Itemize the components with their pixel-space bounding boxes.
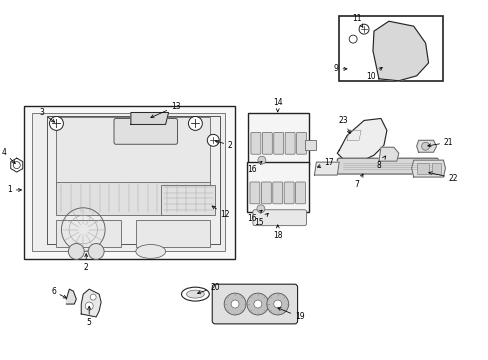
FancyBboxPatch shape bbox=[114, 118, 177, 144]
FancyBboxPatch shape bbox=[272, 182, 282, 204]
Circle shape bbox=[188, 117, 202, 130]
Text: 6: 6 bbox=[51, 287, 66, 298]
Circle shape bbox=[421, 142, 428, 150]
FancyBboxPatch shape bbox=[284, 182, 293, 204]
Text: 8: 8 bbox=[376, 156, 385, 170]
Bar bbox=[136, 220, 210, 247]
Text: 22: 22 bbox=[428, 172, 457, 183]
Text: 15: 15 bbox=[254, 213, 268, 227]
Text: 13: 13 bbox=[150, 102, 180, 118]
FancyBboxPatch shape bbox=[337, 158, 438, 174]
Text: 3: 3 bbox=[39, 108, 55, 122]
Polygon shape bbox=[81, 289, 101, 317]
Bar bbox=[56, 117, 210, 185]
Bar bbox=[56, 182, 210, 215]
Circle shape bbox=[358, 24, 368, 34]
FancyBboxPatch shape bbox=[296, 132, 306, 154]
Bar bbox=[304, 140, 316, 150]
Polygon shape bbox=[378, 147, 398, 161]
Polygon shape bbox=[416, 140, 436, 152]
Polygon shape bbox=[314, 162, 339, 175]
Text: 21: 21 bbox=[427, 138, 452, 147]
Bar bbox=[416, 163, 427, 174]
Text: 18: 18 bbox=[272, 225, 282, 240]
Circle shape bbox=[253, 300, 262, 308]
Bar bbox=[32, 113, 224, 251]
Bar bbox=[24, 105, 235, 260]
Text: 9: 9 bbox=[333, 64, 346, 73]
FancyBboxPatch shape bbox=[285, 132, 294, 154]
Circle shape bbox=[273, 300, 281, 308]
Bar bbox=[431, 163, 441, 174]
Circle shape bbox=[348, 35, 356, 43]
FancyBboxPatch shape bbox=[262, 132, 272, 154]
Polygon shape bbox=[66, 289, 76, 304]
Circle shape bbox=[207, 134, 219, 146]
Polygon shape bbox=[337, 118, 386, 162]
FancyBboxPatch shape bbox=[249, 182, 259, 204]
Text: 4: 4 bbox=[1, 148, 15, 163]
Circle shape bbox=[90, 294, 96, 300]
Circle shape bbox=[49, 117, 63, 130]
Text: 16: 16 bbox=[246, 210, 262, 223]
Text: 16: 16 bbox=[246, 162, 262, 174]
Ellipse shape bbox=[186, 290, 204, 298]
Text: 7: 7 bbox=[354, 174, 362, 189]
Bar bbox=[246, 162, 309, 212]
FancyBboxPatch shape bbox=[273, 132, 283, 154]
Text: 23: 23 bbox=[338, 116, 349, 133]
Bar bbox=[161, 185, 215, 215]
Text: 14: 14 bbox=[272, 98, 282, 112]
Text: 12: 12 bbox=[212, 206, 229, 219]
Text: 5: 5 bbox=[86, 306, 91, 327]
FancyBboxPatch shape bbox=[261, 182, 271, 204]
Text: 19: 19 bbox=[277, 308, 304, 321]
Circle shape bbox=[231, 300, 239, 308]
Circle shape bbox=[257, 156, 265, 164]
Text: 2: 2 bbox=[215, 140, 232, 150]
Polygon shape bbox=[411, 160, 445, 177]
Ellipse shape bbox=[136, 244, 165, 258]
FancyBboxPatch shape bbox=[212, 284, 297, 324]
Bar bbox=[247, 113, 309, 165]
Text: 20: 20 bbox=[197, 283, 220, 294]
Polygon shape bbox=[372, 21, 427, 81]
Text: 2: 2 bbox=[83, 254, 88, 272]
Circle shape bbox=[68, 243, 84, 260]
Polygon shape bbox=[11, 158, 23, 172]
Polygon shape bbox=[131, 113, 168, 125]
Circle shape bbox=[246, 293, 268, 315]
Circle shape bbox=[224, 293, 245, 315]
FancyBboxPatch shape bbox=[295, 182, 305, 204]
Bar bbox=[56, 220, 121, 247]
Text: 10: 10 bbox=[366, 67, 382, 81]
Ellipse shape bbox=[181, 287, 209, 301]
Circle shape bbox=[256, 205, 264, 213]
FancyBboxPatch shape bbox=[250, 132, 260, 154]
Text: 1: 1 bbox=[7, 185, 21, 194]
Text: 11: 11 bbox=[352, 14, 362, 27]
Circle shape bbox=[266, 293, 288, 315]
Bar bbox=[339, 16, 443, 81]
Circle shape bbox=[88, 243, 104, 260]
FancyBboxPatch shape bbox=[252, 210, 306, 226]
Circle shape bbox=[85, 302, 93, 310]
Text: 17: 17 bbox=[317, 158, 333, 167]
